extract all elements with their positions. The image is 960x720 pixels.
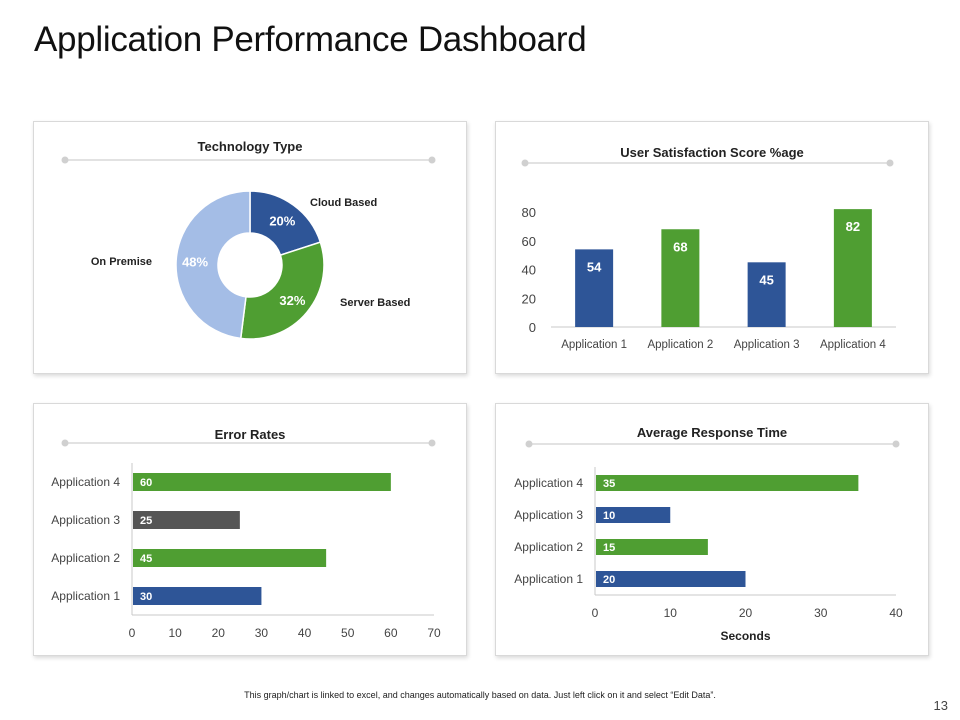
- y-tick-label: Application 1: [51, 589, 120, 603]
- divider-handle: [428, 439, 436, 447]
- bar: [661, 229, 700, 327]
- x-tick-label: 10: [168, 626, 182, 640]
- x-tick-label: Application 1: [561, 339, 627, 351]
- divider-handle: [61, 156, 69, 164]
- pie-slice: [239, 241, 325, 340]
- y-tick-label: Application 4: [514, 476, 583, 490]
- user-satisfaction-chart[interactable]: User Satisfaction Score %age 0 20 40 60 80 54 A…: [495, 121, 929, 374]
- x-tick-label: Application 4: [820, 339, 886, 351]
- bar-value-label: 54: [587, 259, 602, 274]
- bar: [596, 507, 671, 523]
- x-tick-label: 50: [341, 626, 355, 640]
- bar: [133, 549, 327, 567]
- divider-handle: [61, 439, 69, 447]
- bar-value-label: 45: [140, 553, 152, 565]
- bar: [133, 511, 240, 529]
- divider-handle: [886, 159, 894, 167]
- x-tick-label: 10: [664, 606, 678, 620]
- x-tick-label: Application 2: [647, 339, 713, 351]
- y-tick-label: Application 2: [51, 551, 120, 565]
- y-tick-label: Application 4: [51, 475, 120, 489]
- bar-value-label: 68: [673, 239, 687, 254]
- chart-title: Technology Type: [198, 139, 303, 154]
- divider-handle: [892, 440, 900, 448]
- technology-type-chart[interactable]: Technology Type 20% Cloud Based 32% Server B…: [33, 121, 467, 374]
- error-rates-svg: Error Rates 0 10 20 30 40 50 60 70 30 Application …: [51, 427, 441, 640]
- x-tick-label: 0: [129, 626, 136, 640]
- x-tick-label: 30: [255, 626, 269, 640]
- page-title: Application Performance Dashboard: [34, 20, 587, 59]
- average-response-time-svg: Average Response Time 0 10 20 30 40 20 Applicat…: [514, 425, 903, 643]
- bar: [747, 262, 786, 327]
- y-tick-label: 0: [529, 320, 536, 335]
- y-tick-label: 20: [522, 291, 536, 306]
- pie-slice: [175, 190, 251, 340]
- bar-value-label: 20: [603, 574, 615, 586]
- divider-handle: [525, 440, 533, 448]
- error-rates-chart[interactable]: Error Rates 0 10 20 30 40 50 60 70 30 Application …: [33, 403, 467, 656]
- bar-value-label: 82: [846, 219, 860, 234]
- bar: [575, 249, 614, 327]
- technology-type-svg: Technology Type 20% Cloud Based 32% Server B…: [61, 139, 436, 340]
- bar-value-label: 60: [140, 477, 152, 489]
- divider-handle: [521, 159, 529, 167]
- x-axis-title: Seconds: [720, 629, 770, 643]
- slice-value-label: 32%: [279, 293, 305, 308]
- x-tick-label: 30: [814, 606, 828, 620]
- bar-value-label: 45: [759, 272, 773, 287]
- bar: [133, 587, 262, 605]
- bar-value-label: 35: [603, 478, 615, 490]
- bar: [833, 209, 872, 327]
- bar: [596, 475, 859, 491]
- bar-value-label: 30: [140, 591, 152, 603]
- y-tick-label: Application 2: [514, 540, 583, 554]
- slice-category-label: On Premise: [91, 256, 152, 268]
- y-tick-label: Application 3: [514, 508, 583, 522]
- bar-value-label: 15: [603, 542, 615, 554]
- bar-value-label: 10: [603, 510, 615, 522]
- x-tick-label: 70: [427, 626, 441, 640]
- slice-value-label: 48%: [182, 255, 208, 270]
- chart-title: User Satisfaction Score %age: [620, 145, 804, 160]
- y-tick-label: Application 1: [514, 572, 583, 586]
- bar: [596, 539, 708, 555]
- divider-handle: [428, 156, 436, 164]
- chart-title: Average Response Time: [637, 425, 787, 440]
- chart-title: Error Rates: [215, 427, 286, 442]
- average-response-time-chart[interactable]: Average Response Time 0 10 20 30 40 20 Applicat…: [495, 403, 929, 656]
- page-number: 13: [933, 698, 948, 713]
- footer-note: This graph/chart is linked to excel, and…: [244, 690, 716, 700]
- y-tick-label: 40: [522, 263, 536, 278]
- slice-category-label: Server Based: [340, 297, 410, 309]
- x-tick-label: 20: [739, 606, 753, 620]
- y-tick-label: 80: [522, 205, 536, 220]
- slice-value-label: 20%: [269, 214, 295, 229]
- x-tick-label: 20: [212, 626, 226, 640]
- x-tick-label: 0: [592, 606, 599, 620]
- x-tick-label: 60: [384, 626, 398, 640]
- y-tick-label: 60: [522, 234, 536, 249]
- bar: [133, 473, 391, 491]
- slice-category-label: Cloud Based: [310, 197, 377, 209]
- x-tick-label: 40: [298, 626, 312, 640]
- bar: [596, 571, 746, 587]
- x-tick-label: Application 3: [734, 339, 800, 351]
- user-satisfaction-svg: User Satisfaction Score %age 0 20 40 60 80 54 A…: [521, 145, 896, 351]
- x-tick-label: 40: [889, 606, 903, 620]
- bar-value-label: 25: [140, 515, 152, 527]
- y-tick-label: Application 3: [51, 513, 120, 527]
